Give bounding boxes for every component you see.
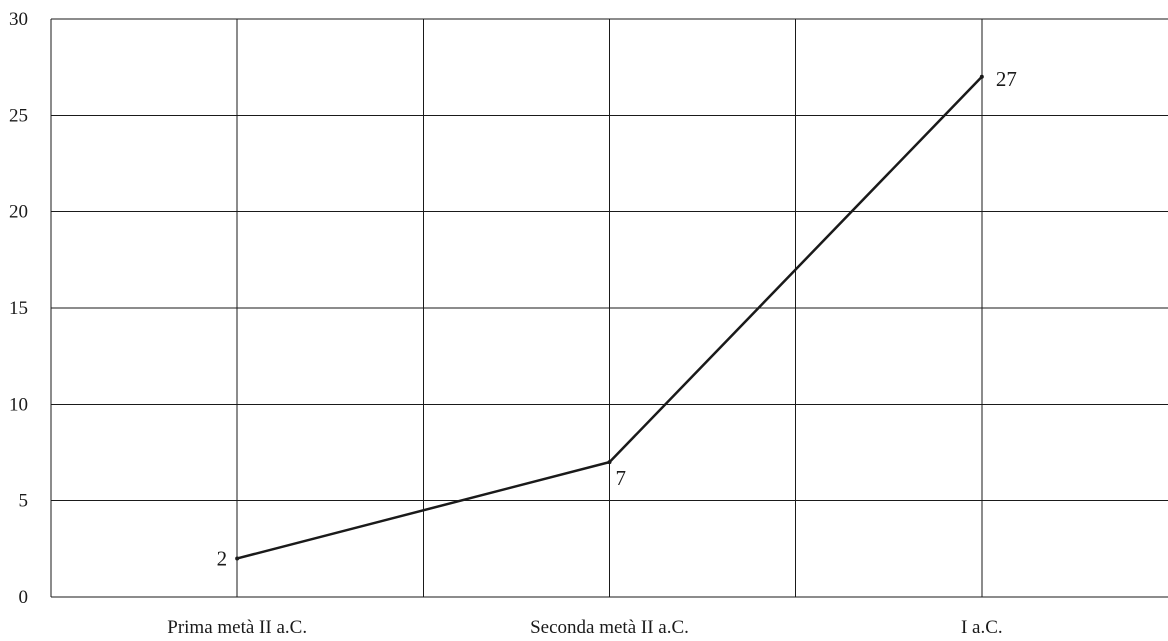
x-category-label: Prima metà II a.C. — [167, 617, 307, 638]
data-point — [979, 74, 984, 79]
y-tick-label: 10 — [9, 394, 28, 415]
data-point — [607, 460, 612, 465]
y-tick-label: 15 — [9, 298, 28, 319]
y-tick-label: 30 — [9, 9, 28, 30]
x-category-label: I a.C. — [961, 617, 1003, 638]
x-category-label: Seconda metà II a.C. — [530, 617, 689, 638]
series-layer — [235, 74, 984, 561]
y-axis: 0 5 10 15 20 25 30 — [9, 9, 28, 608]
y-tick-label: 5 — [19, 491, 29, 512]
data-label: 7 — [616, 466, 627, 490]
x-axis: Prima metà II a.C. Seconda metà II a.C. I … — [167, 617, 1002, 638]
data-label: 2 — [217, 546, 228, 570]
y-tick-label: 0 — [19, 587, 29, 608]
y-tick-label: 25 — [9, 105, 28, 126]
data-point — [235, 556, 240, 561]
grid — [50, 18, 1168, 598]
data-label: 27 — [996, 67, 1017, 91]
y-tick-label: 20 — [9, 202, 28, 223]
